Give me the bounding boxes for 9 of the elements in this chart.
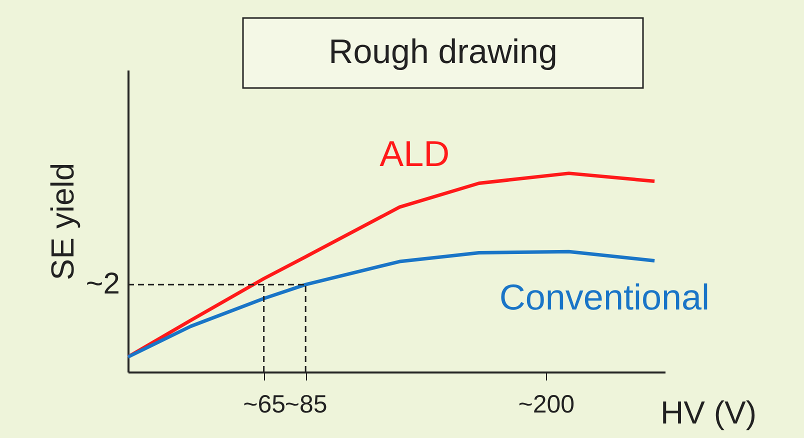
series-label: ALD bbox=[380, 133, 450, 174]
x-axis-title: HV (V) bbox=[660, 394, 756, 430]
series-label: Conventional bbox=[499, 276, 710, 318]
chart-title: Rough drawing bbox=[328, 33, 558, 71]
y-axis-title: SE yield bbox=[44, 162, 80, 280]
x-tick-label: ~200 bbox=[518, 390, 575, 418]
x-tick-label: ~85 bbox=[284, 390, 328, 418]
text: ~2 bbox=[86, 268, 120, 301]
x-tick-label: ~65 bbox=[243, 390, 286, 418]
